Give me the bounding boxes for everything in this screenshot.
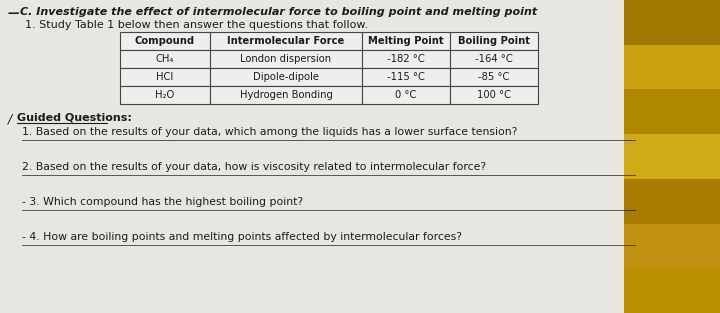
Bar xyxy=(450,68,538,86)
Text: - 4. How are boiling points and melting points affected by intermolecular forces: - 4. How are boiling points and melting … xyxy=(22,232,462,242)
Bar xyxy=(450,50,538,68)
Bar xyxy=(624,179,720,223)
Text: —: — xyxy=(8,7,19,20)
Text: - 3. Which compound has the highest boiling point?: - 3. Which compound has the highest boil… xyxy=(22,197,303,207)
Bar xyxy=(624,45,720,90)
Bar xyxy=(624,268,720,313)
Text: Guided Questions:: Guided Questions: xyxy=(17,113,132,123)
Text: Dipole-dipole: Dipole-dipole xyxy=(253,72,319,82)
Text: 0 °C: 0 °C xyxy=(395,90,417,100)
Bar xyxy=(120,32,210,50)
Text: /: / xyxy=(8,113,12,126)
Text: -115 °C: -115 °C xyxy=(387,72,425,82)
Text: London dispersion: London dispersion xyxy=(240,54,332,64)
Text: CH₄: CH₄ xyxy=(156,54,174,64)
Bar xyxy=(624,223,720,268)
Text: -164 °C: -164 °C xyxy=(475,54,513,64)
Text: Hydrogen Bonding: Hydrogen Bonding xyxy=(240,90,333,100)
Bar xyxy=(120,68,210,86)
Bar xyxy=(362,68,450,86)
Text: H₂O: H₂O xyxy=(156,90,175,100)
Bar xyxy=(210,50,362,68)
Bar xyxy=(450,32,538,50)
Text: 1. Study Table 1 below then answer the questions that follow.: 1. Study Table 1 below then answer the q… xyxy=(25,20,368,30)
Text: Compound: Compound xyxy=(135,36,195,46)
Bar xyxy=(624,134,720,179)
Text: Intermolecular Force: Intermolecular Force xyxy=(228,36,345,46)
Bar xyxy=(210,32,362,50)
Bar xyxy=(210,68,362,86)
Bar xyxy=(450,86,538,104)
Bar xyxy=(362,32,450,50)
Text: Boiling Point: Boiling Point xyxy=(458,36,530,46)
Text: Melting Point: Melting Point xyxy=(368,36,444,46)
Bar xyxy=(624,0,720,45)
Bar xyxy=(624,0,720,313)
Text: 100 °C: 100 °C xyxy=(477,90,511,100)
Bar xyxy=(362,50,450,68)
Bar xyxy=(210,86,362,104)
Text: 2. Based on the results of your data, how is viscosity related to intermolecular: 2. Based on the results of your data, ho… xyxy=(22,162,486,172)
Text: -182 °C: -182 °C xyxy=(387,54,425,64)
Text: HCl: HCl xyxy=(156,72,174,82)
Bar xyxy=(120,86,210,104)
Text: C. Investigate the effect of intermolecular force to boiling point and melting p: C. Investigate the effect of intermolecu… xyxy=(20,7,537,17)
Bar xyxy=(120,50,210,68)
Bar xyxy=(362,86,450,104)
Bar xyxy=(624,90,720,134)
Text: -85 °C: -85 °C xyxy=(478,72,510,82)
Text: 1. Based on the results of your data, which among the liquids has a lower surfac: 1. Based on the results of your data, wh… xyxy=(22,127,518,137)
